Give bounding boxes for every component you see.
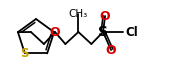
Text: O: O xyxy=(50,26,60,38)
Text: O: O xyxy=(106,44,116,57)
Text: CH₃: CH₃ xyxy=(69,9,88,19)
Text: O: O xyxy=(100,9,110,22)
Text: S: S xyxy=(21,47,29,60)
Text: S: S xyxy=(98,25,108,39)
Text: Cl: Cl xyxy=(125,26,138,38)
